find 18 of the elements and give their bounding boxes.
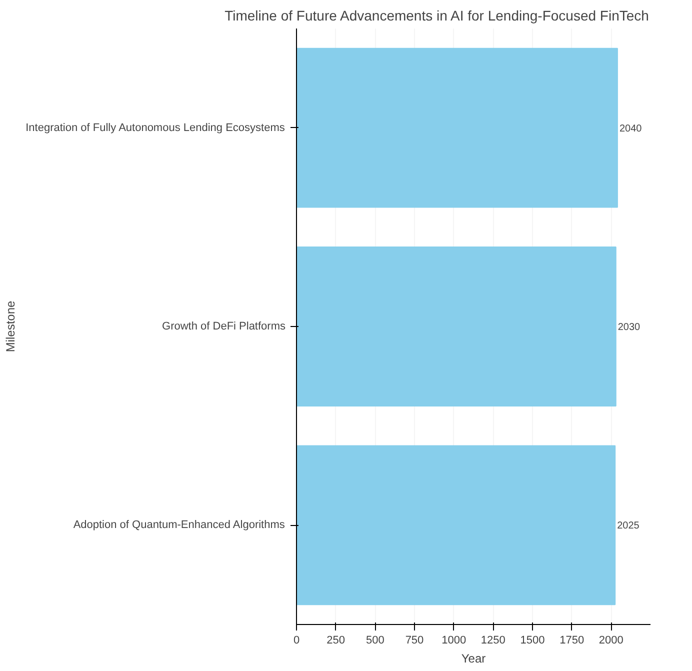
x-tick-label: 2000: [598, 634, 624, 646]
x-tick-label: 1750: [560, 634, 584, 646]
chart-title: Timeline of Future Advancements in AI for Lending-Focused FinTech: [224, 8, 649, 24]
y-axis-title: Milestone: [4, 300, 18, 352]
x-tick-label: 750: [405, 634, 424, 646]
x-tick-label: 1000: [442, 634, 466, 646]
data-label: 2030: [618, 322, 641, 333]
x-axis-title: Year: [461, 652, 486, 666]
data-label: 2040: [619, 123, 642, 134]
y-tick-label: Growth of DeFi Platforms: [162, 320, 286, 332]
x-tick-label: 250: [326, 634, 346, 646]
y-tick-label: Integration of Fully Autonomous Lending Ecosystems: [26, 122, 286, 134]
y-tick-label: Adoption of Quantum-Enhanced Algorithms: [73, 519, 286, 532]
x-tick-label: 1250: [480, 634, 506, 646]
data-label: 2025: [617, 520, 640, 532]
x-tick-label: 500: [366, 634, 384, 646]
x-tick-label: 1500: [520, 634, 545, 646]
x-tick-label: 0: [293, 634, 300, 646]
